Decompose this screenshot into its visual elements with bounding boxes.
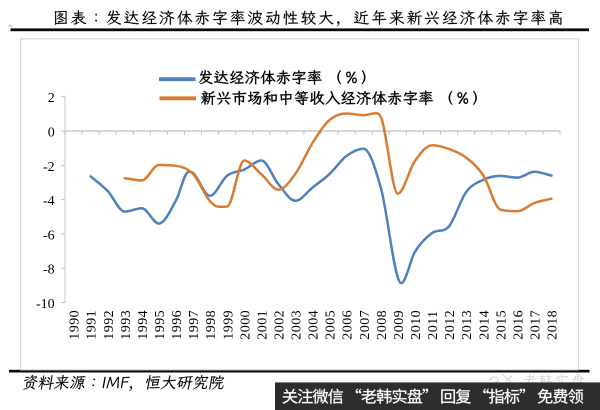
svg-text:2018: 2018	[546, 310, 561, 340]
svg-text:2000: 2000	[238, 310, 253, 340]
svg-text:1994: 1994	[136, 310, 151, 340]
svg-text:1998: 1998	[204, 310, 219, 340]
svg-text:1990: 1990	[68, 310, 83, 340]
svg-text:2005: 2005	[324, 310, 339, 340]
svg-text:2002: 2002	[272, 310, 287, 340]
svg-text:2010: 2010	[409, 310, 424, 340]
svg-text:2009: 2009	[392, 310, 407, 340]
svg-text:1996: 1996	[170, 310, 185, 340]
svg-text:2003: 2003	[290, 310, 305, 340]
svg-text:2006: 2006	[341, 310, 356, 340]
svg-text:-8: -8	[43, 263, 55, 278]
svg-text:-4: -4	[43, 194, 55, 209]
svg-text:2008: 2008	[375, 310, 390, 340]
svg-text:2013: 2013	[460, 310, 475, 340]
svg-text:2007: 2007	[358, 310, 373, 340]
svg-text:0: 0	[48, 126, 55, 141]
svg-text:-6: -6	[43, 228, 55, 243]
svg-text:-10: -10	[36, 297, 55, 312]
svg-text:1997: 1997	[187, 310, 202, 340]
svg-text:2011: 2011	[426, 310, 441, 339]
svg-text:-2: -2	[43, 160, 55, 175]
svg-text:2017: 2017	[529, 310, 544, 340]
svg-text:1999: 1999	[221, 310, 236, 340]
svg-text:2015: 2015	[494, 310, 509, 340]
svg-text:2012: 2012	[443, 310, 458, 340]
svg-text:2: 2	[48, 91, 55, 106]
svg-text:1991: 1991	[85, 310, 100, 340]
svg-text:2016: 2016	[511, 310, 526, 340]
svg-text:1995: 1995	[153, 310, 168, 340]
svg-text:2001: 2001	[255, 310, 270, 340]
svg-text:2014: 2014	[477, 310, 492, 340]
svg-text:1993: 1993	[119, 310, 134, 340]
svg-text:1992: 1992	[102, 310, 117, 340]
svg-text:2004: 2004	[307, 310, 322, 340]
